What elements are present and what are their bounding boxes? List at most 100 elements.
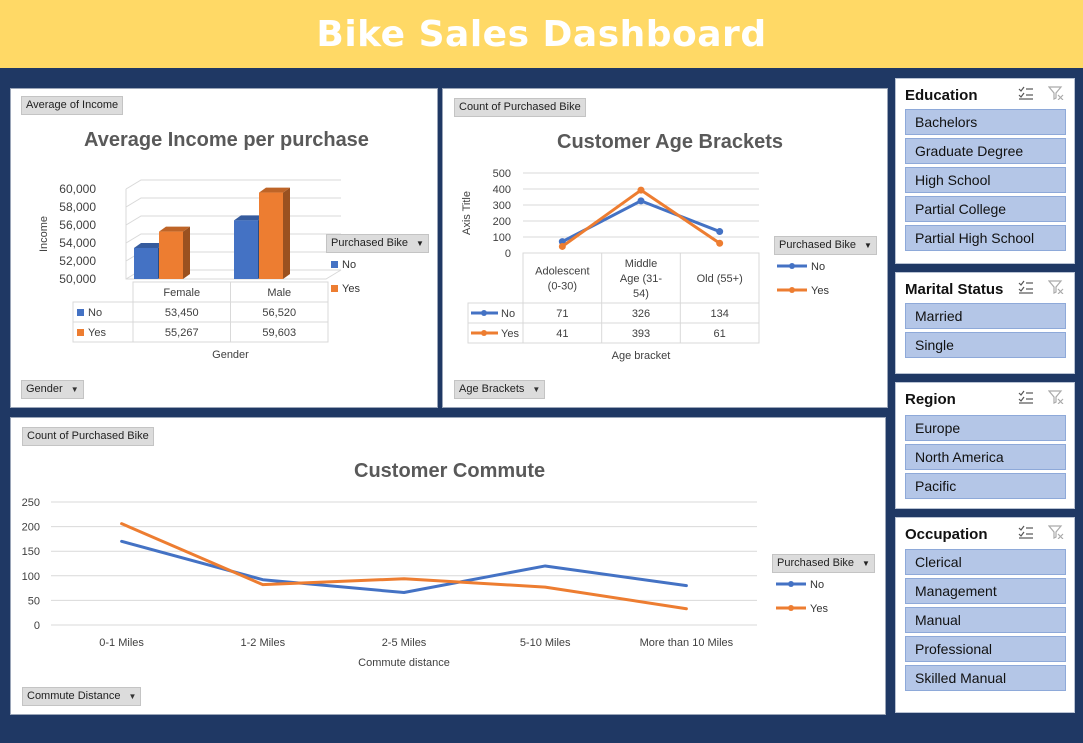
multi-select-icon[interactable] — [1018, 525, 1034, 544]
dropdown-arrow-icon: ▼ — [416, 239, 424, 248]
income-table-value: 59,603 — [262, 327, 296, 339]
income-axis-field-label: Gender — [26, 383, 63, 395]
age-y-axis-title: Axis Title — [461, 191, 473, 235]
commute-line-no — [120, 539, 688, 595]
age-ytick-label: 100 — [493, 232, 511, 244]
income-gridline — [125, 233, 341, 244]
income-chart-title: Average Income per purchase — [84, 129, 369, 151]
age-point-no — [716, 228, 724, 236]
commute-ytick-label: 0 — [34, 620, 40, 632]
income-chart-panel[interactable]: Average of Income Average Income per pur… — [10, 88, 438, 408]
age-legend-swatch-marker — [789, 287, 795, 293]
commute-ytick-label: 250 — [22, 497, 40, 509]
commute-legend-label-no: No — [810, 579, 824, 591]
income-chart-svg: 60,000 58,000 56,000 54,000 52,000 50,000 Inco… — [38, 179, 342, 361]
clear-filter-icon[interactable] — [1047, 86, 1064, 105]
income-floor-edge — [125, 189, 342, 280]
age-category-label: Adolescent — [535, 266, 589, 278]
age-data-table — [522, 252, 760, 344]
income-ytick-label: 56,000 — [59, 218, 96, 232]
income-gridline — [125, 215, 341, 226]
slicer-toolbar — [1018, 390, 1064, 409]
slicer-item-bachelors[interactable]: Bachelors — [905, 109, 1066, 135]
commute-ytick-label: 200 — [22, 522, 40, 534]
age-point-yes — [716, 239, 724, 247]
age-chart-svg: 500 400 300 200 100 0 Axis Title Adolescent (0-3… — [461, 168, 829, 362]
income-bar-top-no — [134, 242, 165, 248]
slicer-item-partial-high-school[interactable]: Partial High School — [905, 225, 1066, 251]
slicer-item-skilled-manual[interactable]: Skilled Manual — [905, 665, 1066, 691]
clear-filter-icon[interactable] — [1047, 525, 1064, 544]
clear-filter-icon[interactable] — [1047, 390, 1064, 409]
age-values-field-label: Count of Purchased Bike — [459, 101, 581, 113]
slicer-education: Education Bachelors Graduate Degree High… — [895, 78, 1075, 264]
income-bar-yes-male — [259, 192, 283, 279]
commute-x-axis-title: Commute distance — [358, 657, 450, 669]
dashboard-title: Bike Sales Dashboard — [316, 13, 767, 55]
income-ytick-label: 50,000 — [59, 272, 96, 286]
slicer-item-professional[interactable]: Professional — [905, 636, 1066, 662]
slicer-item-manual[interactable]: Manual — [905, 607, 1066, 633]
commute-line-yes — [120, 522, 688, 611]
slicer-toolbar — [1018, 280, 1064, 299]
dropdown-arrow-icon: ▼ — [70, 385, 79, 394]
slicer-item-pacific[interactable]: Pacific — [905, 473, 1066, 499]
income-bar-yes-female — [159, 231, 183, 279]
age-axis-field-button[interactable]: Age Brackets ▼ — [454, 380, 546, 399]
age-table-value: 61 — [714, 328, 726, 340]
multi-select-icon[interactable] — [1018, 86, 1034, 105]
slicer-item-clerical[interactable]: Clerical — [905, 549, 1066, 575]
commute-category-label: 1-2 Miles — [240, 637, 285, 649]
slicer-item-high-school[interactable]: High School — [905, 167, 1066, 193]
income-legend-field-button[interactable]: Purchased Bike ▼ — [326, 234, 429, 253]
age-table-series-label: Yes — [501, 328, 519, 340]
slicer-title: Education — [905, 87, 978, 104]
age-chart-panel[interactable]: Count of Purchased Bike Customer Age Bra… — [442, 88, 888, 408]
age-point-no — [637, 197, 645, 205]
age-axis-field-label: Age Brackets — [459, 383, 525, 395]
dropdown-arrow-icon: ▼ — [128, 692, 137, 701]
commute-legend-field-button[interactable]: Purchased Bike ▼ — [772, 554, 875, 573]
slicer-item-single[interactable]: Single — [905, 332, 1066, 358]
commute-legend-swatch-marker — [788, 581, 794, 587]
slicer-item-north-america[interactable]: North America — [905, 444, 1066, 470]
age-chart-title: Customer Age Brackets — [557, 131, 784, 153]
income-legend-title: Purchased Bike — [331, 237, 409, 249]
income-bar-no-female — [134, 247, 158, 279]
slicer-marital-status: Marital Status Married Single — [895, 272, 1075, 374]
income-ytick-label: 58,000 — [59, 200, 96, 214]
income-legend-no-label: No — [342, 259, 357, 271]
age-table-swatch-marker — [481, 310, 487, 316]
slicer-toolbar — [1018, 86, 1064, 105]
dropdown-arrow-icon: ▼ — [532, 385, 541, 394]
clear-filter-icon[interactable] — [1047, 280, 1064, 299]
age-legend-title: Purchased Bike — [779, 239, 857, 251]
commute-ytick-label: 50 — [28, 595, 40, 607]
commute-values-field-button[interactable]: Count of Purchased Bike — [22, 427, 154, 446]
commute-chart-panel[interactable]: Count of Purchased Bike Customer Commute… — [10, 417, 886, 715]
commute-category-label: 5-10 Miles — [520, 637, 571, 649]
income-table-series-label: Yes — [88, 327, 106, 339]
multi-select-icon[interactable] — [1018, 280, 1034, 299]
income-ytick-label: 52,000 — [59, 254, 96, 268]
slicer-item-europe[interactable]: Europe — [905, 415, 1066, 441]
slicer-item-partial-college[interactable]: Partial College — [905, 196, 1066, 222]
income-bar-side-yes — [183, 226, 190, 279]
income-bar-top-no — [234, 215, 265, 221]
income-table-swatch-no — [77, 309, 84, 316]
multi-select-icon[interactable] — [1018, 390, 1034, 409]
age-legend-field-button[interactable]: Purchased Bike ▼ — [774, 236, 877, 255]
income-axis-field-button[interactable]: Gender ▼ — [21, 380, 84, 399]
age-category-label: (0-30) — [548, 281, 577, 293]
income-ytick-label: 54,000 — [59, 236, 96, 250]
commute-chart-title: Customer Commute — [354, 460, 546, 482]
commute-values-field-label: Count of Purchased Bike — [27, 430, 149, 442]
commute-axis-field-button[interactable]: Commute Distance ▼ — [22, 687, 142, 706]
slicer-item-married[interactable]: Married — [905, 303, 1066, 329]
income-values-field-button[interactable]: Average of Income — [21, 96, 124, 115]
age-values-field-button[interactable]: Count of Purchased Bike — [454, 98, 586, 117]
income-bar-side-yes — [283, 187, 290, 279]
slicer-item-graduate-degree[interactable]: Graduate Degree — [905, 138, 1066, 164]
age-category-label: Middle — [625, 258, 657, 270]
slicer-item-management[interactable]: Management — [905, 578, 1066, 604]
